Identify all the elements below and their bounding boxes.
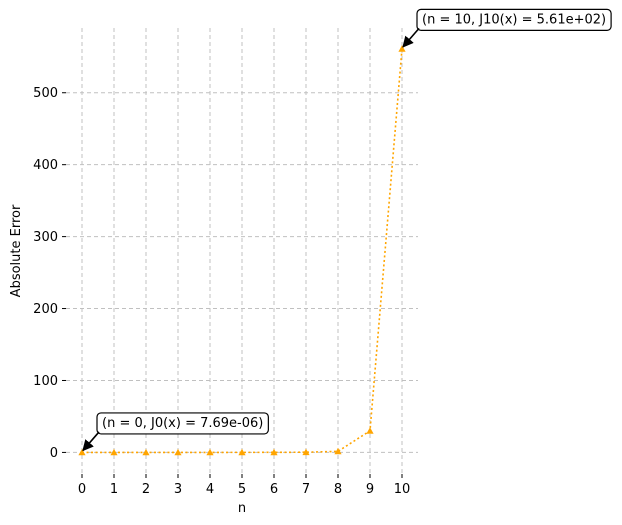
x-tick-label: 3 [174, 482, 182, 497]
data-point-marker [206, 448, 214, 456]
x-tick-label: 7 [302, 482, 310, 497]
annotation-arrow [82, 431, 100, 452]
annotation-text: (n = 0, J0(x) = 7.69e-06) [102, 416, 263, 431]
annotation-box [96, 412, 269, 435]
data-point-marker [366, 427, 374, 434]
x-tick-label: 0 [78, 482, 86, 497]
x-tick-label: 4 [206, 482, 214, 497]
y-axis-label: Absolute Error [9, 204, 24, 297]
annotations: (n = 0, J0(x) = 7.69e-06) (n = 10, J10(x)… [82, 8, 612, 452]
annotation-box [416, 8, 612, 31]
data-point-marker [398, 45, 406, 52]
y-tick-label: 100 [33, 374, 58, 389]
x-axis: 0 1 2 3 4 5 6 7 8 9 10 [78, 474, 410, 497]
data-point-marker [302, 448, 310, 456]
annotation-text: (n = 10, J10(x) = 5.61e+02) [422, 12, 606, 27]
series [78, 45, 406, 456]
y-axis: 0 100 200 300 400 500 [33, 86, 66, 461]
data-point-marker [334, 447, 342, 455]
x-tick-label: 8 [334, 482, 342, 497]
y-tick-label: 400 [33, 158, 58, 173]
x-axis-label: n [238, 501, 246, 516]
x-tick-label: 2 [142, 482, 150, 497]
data-point-marker [142, 448, 150, 456]
grid [66, 28, 418, 474]
x-tick-label: 6 [270, 482, 278, 497]
data-point-marker [110, 448, 118, 456]
y-tick-label: 0 [50, 446, 58, 461]
data-point-marker [174, 448, 182, 456]
data-point-marker [270, 448, 278, 456]
x-tick-label: 5 [238, 482, 246, 497]
y-tick-label: 200 [33, 302, 58, 317]
y-tick-label: 300 [33, 230, 58, 245]
x-tick-label: 1 [110, 482, 118, 497]
series-line [82, 48, 403, 454]
data-point-marker [238, 448, 246, 456]
y-tick-label: 500 [33, 86, 58, 101]
annotation: (n = 10, J10(x) = 5.61e+02) [402, 8, 612, 48]
data-point-marker [78, 448, 86, 456]
annotation-arrow [402, 27, 420, 48]
x-tick-label: 9 [366, 482, 374, 497]
x-tick-label: 10 [394, 482, 411, 497]
annotation: (n = 0, J0(x) = 7.69e-06) [82, 412, 269, 452]
